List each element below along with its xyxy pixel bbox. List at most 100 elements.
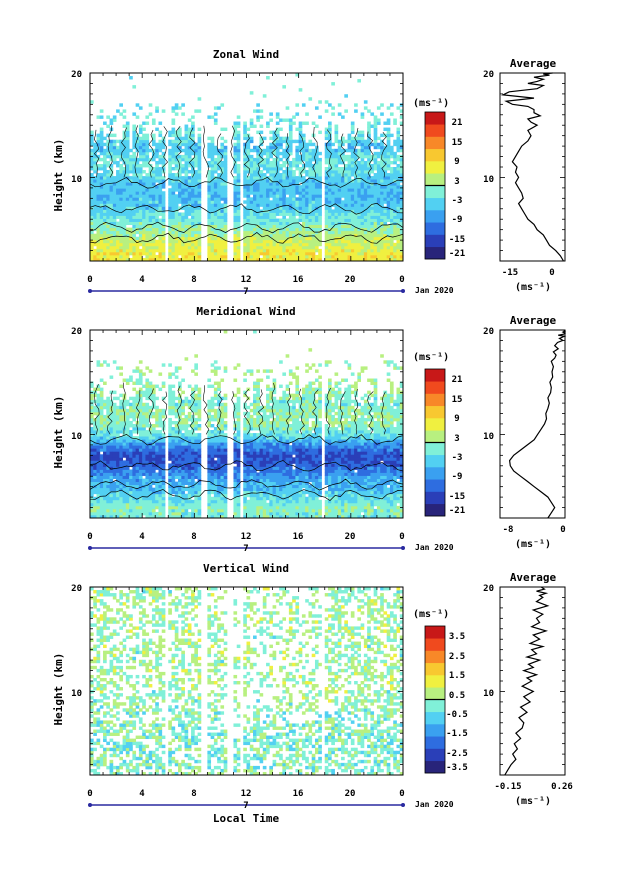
heatmap-cell bbox=[122, 224, 127, 229]
heatmap-cell bbox=[337, 173, 342, 177]
heatmap-cell bbox=[132, 224, 137, 229]
heatmap-cell bbox=[347, 133, 352, 138]
heatmap-cell bbox=[370, 221, 375, 226]
heatmap-cell bbox=[132, 511, 137, 516]
heatmap-cell bbox=[138, 124, 143, 128]
heatmap-cell bbox=[393, 185, 397, 189]
heatmap-cell bbox=[184, 179, 189, 183]
heatmap-cell bbox=[262, 200, 267, 204]
heatmap-cell bbox=[125, 212, 130, 216]
heatmap-cell bbox=[363, 139, 368, 144]
heatmap-cell bbox=[279, 257, 283, 261]
heatmap-cell bbox=[174, 239, 179, 244]
heatmap-cell bbox=[266, 194, 270, 198]
heatmap-cell bbox=[122, 487, 127, 492]
heatmap-cell bbox=[116, 454, 120, 458]
heatmap-cell bbox=[132, 124, 137, 128]
heatmap-cell bbox=[213, 188, 218, 192]
heatmap-cell bbox=[373, 203, 378, 207]
heatmap-cell bbox=[155, 466, 159, 470]
heatmap-cell bbox=[207, 245, 212, 250]
heatmap-cell bbox=[376, 200, 381, 204]
heatmap-cell bbox=[376, 145, 381, 150]
heatmap-cell bbox=[305, 251, 309, 256]
heatmap-cell bbox=[373, 221, 378, 226]
heatmap-cell bbox=[262, 233, 267, 238]
heatmap-cell bbox=[171, 439, 176, 443]
heatmap-cell bbox=[314, 194, 319, 198]
heatmap-cell bbox=[99, 439, 104, 443]
heatmap-cell bbox=[262, 215, 267, 219]
heatmap-cell bbox=[112, 390, 117, 395]
heatmap-cell bbox=[142, 176, 146, 180]
heatmap-cell bbox=[380, 112, 384, 116]
heatmap-cell bbox=[145, 224, 150, 229]
heatmap-cell bbox=[174, 103, 179, 107]
heatmap-cell bbox=[96, 200, 101, 204]
heatmap-cell bbox=[360, 154, 365, 159]
heatmap-cell bbox=[145, 139, 150, 144]
heatmap-cell bbox=[129, 414, 133, 419]
heatmap-cell bbox=[191, 170, 195, 174]
heatmap-cell bbox=[132, 145, 137, 150]
heatmap-cell bbox=[380, 248, 384, 253]
heatmap-cell bbox=[181, 167, 185, 171]
heatmap-cell bbox=[217, 191, 221, 195]
heatmap-cell bbox=[93, 218, 97, 222]
heatmap-cell bbox=[151, 481, 156, 486]
zonal-ytick-20: 20 bbox=[71, 70, 82, 80]
heatmap-cell bbox=[305, 151, 309, 156]
heatmap-cell bbox=[373, 257, 378, 261]
heatmap-cell bbox=[90, 502, 94, 507]
heatmap-cell bbox=[122, 454, 127, 458]
heatmap-cell bbox=[125, 179, 130, 183]
heatmap-cell bbox=[328, 148, 332, 153]
heatmap-cell bbox=[145, 393, 150, 398]
heatmap-cell bbox=[233, 163, 238, 168]
heatmap-cell bbox=[93, 157, 97, 162]
heatmap-cell bbox=[171, 109, 176, 113]
heatmap-cell bbox=[106, 460, 110, 464]
contour-line bbox=[162, 126, 168, 178]
heatmap-cell bbox=[93, 197, 97, 201]
heatmap-cell bbox=[243, 218, 247, 222]
heatmap-cell bbox=[194, 224, 198, 229]
heatmap-cell bbox=[344, 200, 348, 204]
heatmap-cell bbox=[103, 511, 107, 516]
heatmap-cell bbox=[106, 233, 110, 238]
heatmap-cell bbox=[99, 212, 104, 216]
heatmap-cell bbox=[138, 127, 143, 132]
heatmap-cell bbox=[122, 212, 127, 216]
heatmap-cell bbox=[308, 194, 313, 198]
heatmap-cell bbox=[125, 475, 130, 479]
heatmap-cell bbox=[331, 142, 335, 147]
heatmap-cell bbox=[272, 176, 277, 180]
heatmap-cell bbox=[357, 197, 362, 201]
heatmap-cell bbox=[217, 248, 221, 253]
heatmap-cell bbox=[122, 170, 127, 174]
heatmap-cell bbox=[116, 215, 120, 219]
heatmap-cell bbox=[155, 481, 159, 486]
heatmap-cell bbox=[207, 148, 212, 153]
heatmap-cell bbox=[171, 142, 176, 147]
heatmap-cell bbox=[197, 218, 202, 222]
heatmap-cell bbox=[106, 411, 110, 416]
heatmap-cell bbox=[341, 215, 345, 219]
heatmap-cell bbox=[138, 396, 143, 401]
heatmap-cell bbox=[132, 203, 137, 207]
heatmap-cell bbox=[236, 230, 241, 235]
heatmap-cell bbox=[106, 508, 110, 513]
heatmap-cell bbox=[282, 224, 287, 229]
heatmap-cell bbox=[129, 508, 133, 513]
heatmap-cell bbox=[174, 173, 179, 177]
heatmap-cell bbox=[282, 212, 287, 216]
heatmap-cell bbox=[256, 145, 260, 150]
heatmap-cell bbox=[122, 448, 127, 452]
heatmap-cell bbox=[256, 191, 260, 195]
heatmap-cell bbox=[116, 242, 120, 247]
heatmap-cell bbox=[106, 224, 110, 229]
heatmap-cell bbox=[103, 484, 107, 489]
heatmap-cell bbox=[112, 233, 117, 238]
heatmap-cell bbox=[357, 136, 362, 141]
heatmap-cell bbox=[282, 242, 287, 247]
